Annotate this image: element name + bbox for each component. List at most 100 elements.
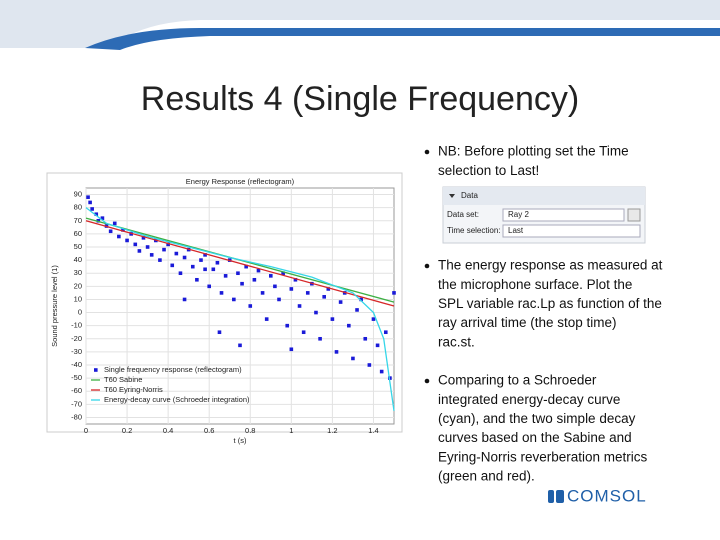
bullet-dot <box>424 378 430 384</box>
x-tick-label: 1.4 <box>368 426 378 435</box>
y-tick-label: -20 <box>71 334 82 343</box>
data-point <box>141 236 146 240</box>
y-tick-label: 10 <box>74 294 82 303</box>
bullet-text: selection to Last! <box>438 163 539 178</box>
data-point <box>88 200 92 205</box>
data-point <box>162 247 166 252</box>
data-point <box>305 291 310 295</box>
data-point <box>203 253 207 257</box>
data-point <box>219 291 224 295</box>
data-point <box>117 234 121 239</box>
data-point <box>260 291 265 295</box>
combo-value: Last <box>508 226 524 235</box>
slide-title: Results 4 (Single Frequency) <box>141 80 579 118</box>
data-point <box>355 308 359 312</box>
data-point <box>277 297 281 302</box>
logo-text: COMSOL <box>567 486 647 505</box>
data-point <box>289 287 294 291</box>
data-point <box>182 255 187 260</box>
y-tick-label: -60 <box>71 386 82 395</box>
data-point <box>100 216 105 220</box>
data-point <box>182 297 187 302</box>
y-tick-label: -30 <box>71 347 82 356</box>
combo-box[interactable] <box>502 208 625 222</box>
y-tick-label: -40 <box>71 360 82 369</box>
data-point <box>223 274 228 278</box>
header-band <box>0 0 720 48</box>
y-tick-label: 30 <box>74 268 82 277</box>
data-point <box>94 212 99 217</box>
data-point <box>236 271 240 276</box>
data-point <box>281 271 285 276</box>
data-point <box>121 228 125 232</box>
x-tick-label: 0.6 <box>204 426 214 435</box>
y-tick-label: -80 <box>71 412 82 421</box>
y-tick-label: 20 <box>74 281 82 290</box>
y-tick-label: -10 <box>71 321 82 330</box>
legend-label: T60 Sabine <box>104 375 142 384</box>
bullet-text: (green and red). <box>438 469 535 484</box>
x-tick-label: 1.2 <box>327 426 337 435</box>
data-point <box>217 330 222 335</box>
bullet-dot <box>424 149 430 155</box>
logo <box>548 490 564 503</box>
data-point <box>137 249 142 253</box>
data-point <box>96 218 101 223</box>
series-line <box>85 207 395 411</box>
x-axis-label: t (s) <box>234 436 247 445</box>
x-tick-label: 0.2 <box>122 426 132 435</box>
combo-value: Ray 2 <box>508 210 529 219</box>
data-point <box>392 291 396 295</box>
data-point <box>314 310 318 315</box>
x-tick-label: 0.8 <box>245 426 255 435</box>
panel-heading: Data <box>461 191 478 200</box>
series-line <box>85 220 395 307</box>
data-point <box>252 277 257 282</box>
data-point <box>293 277 298 282</box>
bullet-text: Comparing to a Schroeder <box>438 373 597 388</box>
data-point <box>301 330 306 335</box>
data-point <box>326 287 331 291</box>
combo-box[interactable] <box>502 224 641 238</box>
field-label: Time selection: <box>447 226 501 235</box>
data-point <box>375 343 380 348</box>
data-point <box>347 323 351 328</box>
data-point <box>273 284 277 289</box>
panel-button[interactable] <box>627 208 641 222</box>
x-tick-label: 0 <box>84 426 88 435</box>
data-point <box>289 347 294 352</box>
data-point <box>371 317 376 321</box>
data-point <box>211 267 216 272</box>
legend-label: Energy-decay curve (Schroeder integratio… <box>104 395 250 404</box>
data-point <box>248 304 253 308</box>
y-tick-label: 60 <box>74 229 82 238</box>
bullet-text: The energy response as measured at <box>438 258 663 273</box>
data-point <box>232 297 236 302</box>
bullet-text: integrated energy-decay curve <box>438 392 620 407</box>
field-label: Data set: <box>447 210 479 219</box>
bullet-text: (cyan), and the two simple decay <box>438 411 636 426</box>
legend-label: T60 Eyring-Norris <box>104 385 163 394</box>
bullet-text: NB: Before plotting set the Time <box>438 144 629 159</box>
data-point <box>149 253 154 257</box>
legend-label: Single frequency response (reflectogram) <box>104 365 242 374</box>
data-point <box>145 245 150 249</box>
data-point <box>240 281 244 286</box>
data-point <box>215 260 220 265</box>
data-point <box>379 369 384 374</box>
data-point <box>297 304 302 308</box>
data-point <box>158 258 162 262</box>
y-tick-label: 90 <box>74 190 82 199</box>
collapse-icon[interactable] <box>449 194 455 198</box>
data-point <box>363 336 368 341</box>
data-point <box>86 195 90 199</box>
plot-area <box>85 187 395 425</box>
data-point <box>112 221 117 226</box>
x-tick-label: 0.4 <box>163 426 173 435</box>
y-tick-label: 70 <box>74 216 82 225</box>
data-point <box>178 271 183 276</box>
bullet-text: Eyring-Norris reverberation metrics <box>438 449 648 464</box>
y-tick-label: -50 <box>71 373 82 382</box>
data-point <box>330 317 335 321</box>
